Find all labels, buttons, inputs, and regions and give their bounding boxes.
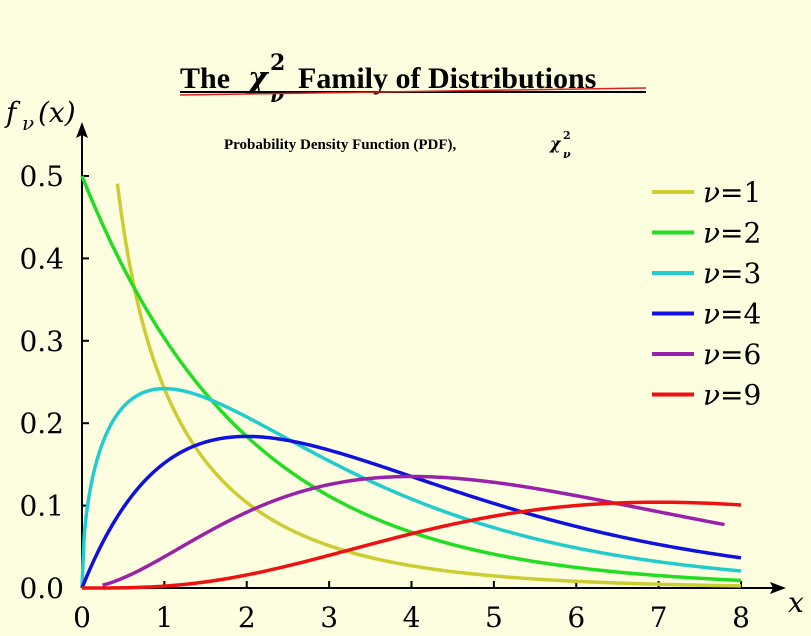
legend-label-nu-6: ν=6 (703, 338, 761, 371)
axes (81, 133, 775, 589)
y-tick-label: 0.2 (19, 407, 64, 440)
x-tick-label: 7 (650, 601, 668, 634)
legend: ν=1 ν=2 ν=3 ν=4 ν=6 ν=9 (652, 176, 761, 412)
y-tick-label: 0.1 (19, 490, 64, 523)
subtitle-text: Probability Density Function (PDF), (224, 137, 456, 153)
subtitle-symbol: χ (549, 134, 562, 153)
legend-label-nu-4: ν=4 (703, 298, 761, 331)
legend-label-nu-9: ν=9 (703, 379, 761, 412)
y-tick-label: 0.0 (19, 572, 64, 605)
chart-title: The χ 2 ν Family of Distributions (179, 50, 647, 107)
title-subscript: ν (270, 83, 284, 107)
subtitle-subscript: ν (563, 148, 571, 161)
series-line-nu-1 (115, 183, 742, 588)
series-line-nu-9 (82, 500, 742, 590)
axis-ticks: 0 1 2 3 4 5 6 7 8 0.0 0.1 0.2 0.3 0.4 0.5 (19, 160, 749, 634)
x-axis-label: x (788, 586, 804, 619)
legend-label-nu-1: ν=1 (703, 176, 761, 209)
x-tick-label: 1 (155, 601, 173, 634)
series-line-nu-3 (80, 386, 742, 589)
y-tick-label: 0.5 (19, 160, 64, 193)
x-tick-label: 8 (732, 601, 750, 634)
x-axis-arrow (770, 582, 786, 594)
x-tick-label: 4 (403, 601, 421, 634)
y-label-arg: (x) (38, 96, 76, 129)
title-superscript: 2 (270, 50, 285, 76)
title-underline-accent (179, 87, 647, 96)
series-line-nu-6 (102, 474, 725, 587)
x-tick-label: 6 (567, 601, 585, 634)
x-tick-label: 2 (238, 601, 256, 634)
subtitle-superscript: 2 (563, 129, 571, 142)
y-tick-label: 0.4 (19, 242, 64, 275)
y-axis-label: f ν (x) (4, 96, 76, 135)
y-label-sub: ν (22, 111, 34, 135)
svg-text:The: The (180, 62, 230, 95)
y-label-f: f (4, 96, 21, 129)
legend-label-nu-3: ν=3 (703, 257, 761, 290)
title-prefix: The (180, 62, 230, 95)
y-axis-arrow (76, 122, 88, 138)
legend-label-nu-2: ν=2 (703, 217, 761, 250)
series-line-nu-2 (80, 175, 742, 583)
x-tick-label: 5 (485, 601, 503, 634)
chart-subtitle: Probability Density Function (PDF), χ 2 … (224, 129, 571, 161)
series-curves (80, 175, 742, 590)
y-tick-label: 0.3 (19, 325, 64, 358)
x-tick-label: 0 (73, 601, 91, 634)
title-symbol: χ (246, 61, 270, 96)
x-tick-label: 3 (320, 601, 338, 634)
